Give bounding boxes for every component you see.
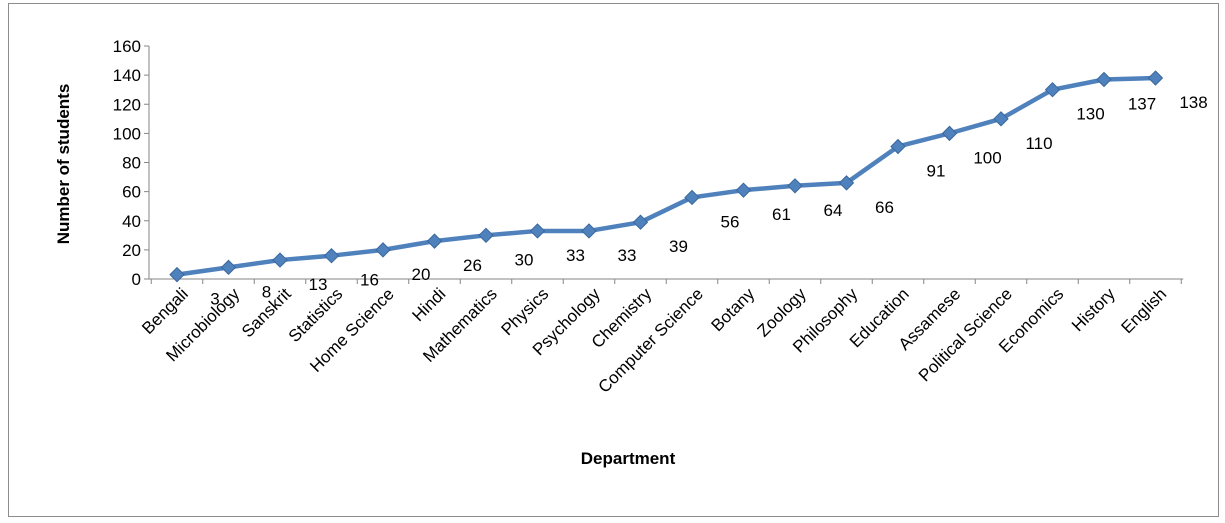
x-axis: BengaliMicrobiologySanskritStatisticsHom…: [138, 278, 1184, 397]
x-tick-label: Political Science: [915, 284, 1016, 385]
data-marker-diamond: [735, 182, 752, 198]
x-tick-label: Botany: [707, 284, 758, 335]
data-label: 16: [360, 271, 379, 290]
data-label: 66: [875, 198, 894, 217]
data-marker-diamond: [632, 214, 649, 230]
data-label: 56: [721, 212, 740, 231]
data-marker-diamond: [1147, 70, 1164, 86]
x-axis-title: Department: [581, 449, 676, 468]
data-marker-diamond: [426, 233, 443, 249]
y-tick-label: 160: [113, 37, 141, 56]
series-line-group: [176, 75, 1156, 277]
y-axis-title: Number of students: [54, 84, 73, 245]
series-line: [176, 75, 1156, 277]
data-marker-diamond: [581, 223, 597, 239]
data-marker-diamond: [169, 266, 185, 283]
y-tick-label: 100: [113, 124, 141, 143]
data-marker-diamond: [993, 111, 1009, 127]
y-tick-label: 40: [122, 212, 141, 231]
data-label: 20: [412, 265, 431, 284]
data-marker-diamond: [375, 242, 391, 258]
data-label: 39: [669, 237, 688, 256]
y-tick-label: 140: [113, 66, 141, 85]
data-label: 26: [463, 256, 482, 275]
y-tick-label: 20: [122, 241, 141, 260]
data-label: 91: [927, 161, 946, 180]
data-labels: 3 8 13 16 20 26 30 33 33 39 56 61 64 66 91 100 110 130 137…: [210, 93, 1207, 309]
data-label: 13: [309, 275, 328, 294]
x-tick-label: Hindi: [408, 284, 449, 325]
data-label: 137: [1128, 94, 1156, 113]
data-marker-diamond: [941, 125, 958, 142]
y-tick-label: 0: [132, 270, 141, 289]
data-label: 138: [1179, 93, 1207, 112]
data-marker-diamond: [787, 178, 803, 194]
y-tick-label: 120: [113, 95, 141, 114]
data-label: 33: [566, 246, 585, 265]
data-label: 130: [1076, 105, 1104, 124]
data-marker-diamond: [272, 252, 288, 268]
data-marker-diamond: [890, 138, 906, 155]
data-label: 30: [515, 250, 534, 269]
data-label: 3: [210, 290, 219, 309]
data-label: 100: [973, 148, 1001, 167]
data-marker-diamond: [684, 189, 700, 206]
data-marker-diamond: [838, 175, 855, 191]
data-marker-diamond: [323, 247, 340, 264]
data-label: 8: [262, 282, 271, 301]
y-axis: 0 20 40 60 80 100 120 140 160: [113, 37, 150, 289]
data-marker-diamond: [1096, 71, 1112, 88]
y-tick-label: 80: [122, 154, 141, 173]
data-marker-diamond: [220, 259, 237, 276]
data-label: 33: [618, 246, 637, 265]
line-chart: 0 20 40 60 80 100 120 140 160 BengaliMicrobiolog…: [54, 37, 1208, 468]
data-marker-diamond: [529, 223, 546, 239]
data-label: 64: [824, 201, 843, 220]
data-marker-diamond: [1044, 81, 1061, 98]
chart-frame: 0 20 40 60 80 100 120 140 160 Bengali Microbiolog…: [8, 3, 1219, 517]
data-markers: [169, 70, 1164, 283]
data-label: 61: [772, 205, 791, 224]
x-tick-label: History: [1068, 284, 1119, 335]
y-tick-label: 60: [122, 183, 141, 202]
x-tick-label: English: [1117, 284, 1170, 337]
data-label: 110: [1025, 134, 1052, 153]
data-marker-diamond: [478, 227, 494, 244]
